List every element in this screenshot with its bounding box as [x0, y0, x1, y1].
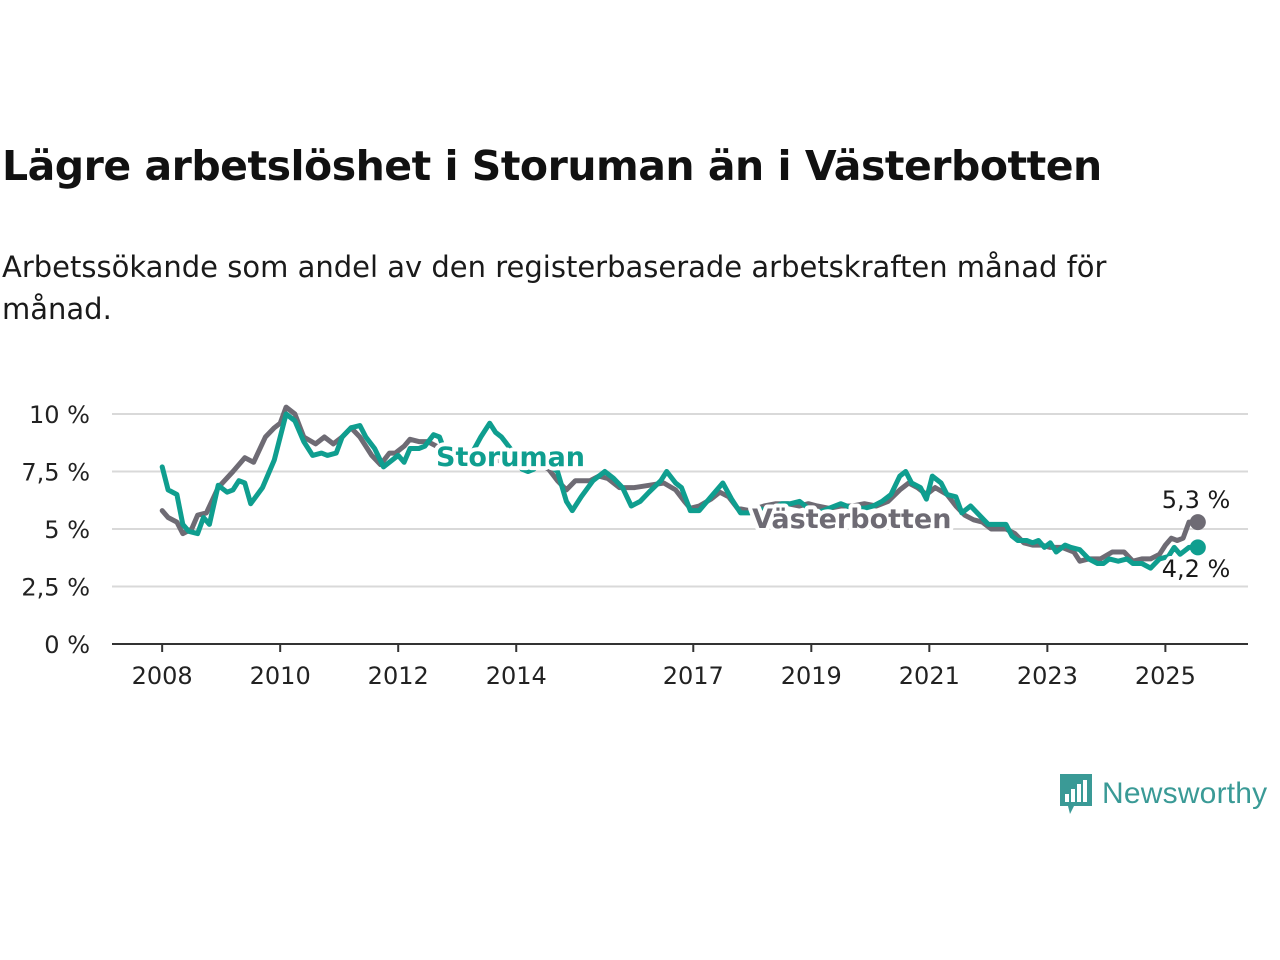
y-tick-label: 10 %: [29, 401, 90, 429]
x-tick-label: 2014: [486, 662, 547, 690]
series-line-0: [159, 411, 1201, 571]
vasterbotten-series-label: Västerbotten: [752, 504, 951, 535]
brand-name: Newsworthy: [1102, 777, 1268, 810]
x-tick-label: 2012: [368, 662, 429, 690]
x-tick-label: 2019: [781, 662, 842, 690]
series-end-dot: [1189, 539, 1206, 556]
grid-lines: [112, 413, 1248, 588]
axes: 0 % 2,5 % 5 % 7,5 % 10 % 2008 2010 2012 2014 2017…: [21, 401, 1248, 690]
y-tick-label: 7,5 %: [21, 459, 90, 487]
storuman-series-label: Storuman: [436, 442, 585, 473]
y-tick-label: 2,5 %: [21, 574, 90, 602]
x-tick-label: 2017: [663, 662, 724, 690]
line-chart: 0 % 2,5 % 5 % 7,5 % 10 % 2008 2010 2012 2014 2017…: [21, 401, 1248, 690]
vasterbotten-end-label-halo: 5,3 %: [1162, 486, 1231, 514]
y-tick-label: 0 %: [44, 631, 90, 659]
x-tick-label: 2025: [1135, 662, 1196, 690]
newsworthy-logo-icon: [1060, 774, 1092, 814]
chart-subtitle: Arbetssökande som andel av den registerb…: [2, 250, 1107, 326]
vasterbotten-series-label-halo: Västerbotten: [752, 504, 951, 535]
x-tick-label: 2021: [899, 662, 960, 690]
x-tick-label: 2008: [132, 662, 193, 690]
series-labels: StorumanStorumanVästerbottenVästerbotten…: [432, 438, 1234, 587]
x-tick-label: 2010: [250, 662, 311, 690]
storuman-end-label: 4,2 %: [1162, 555, 1231, 583]
brand-logo: Newsworthy: [1058, 772, 1267, 816]
series-end-dot: [1189, 514, 1206, 531]
chart-title: Lägre arbetslöshet i Storuman än i Väste…: [2, 142, 1102, 190]
series-lines: [159, 404, 1206, 571]
vasterbotten-end-label: 5,3 %: [1162, 486, 1231, 514]
storuman-series-label-halo: Storuman: [436, 442, 585, 473]
storuman-end-label-halo: 4,2 %: [1162, 555, 1231, 583]
x-tick-label: 2023: [1017, 662, 1078, 690]
y-tick-label: 5 %: [44, 516, 90, 544]
